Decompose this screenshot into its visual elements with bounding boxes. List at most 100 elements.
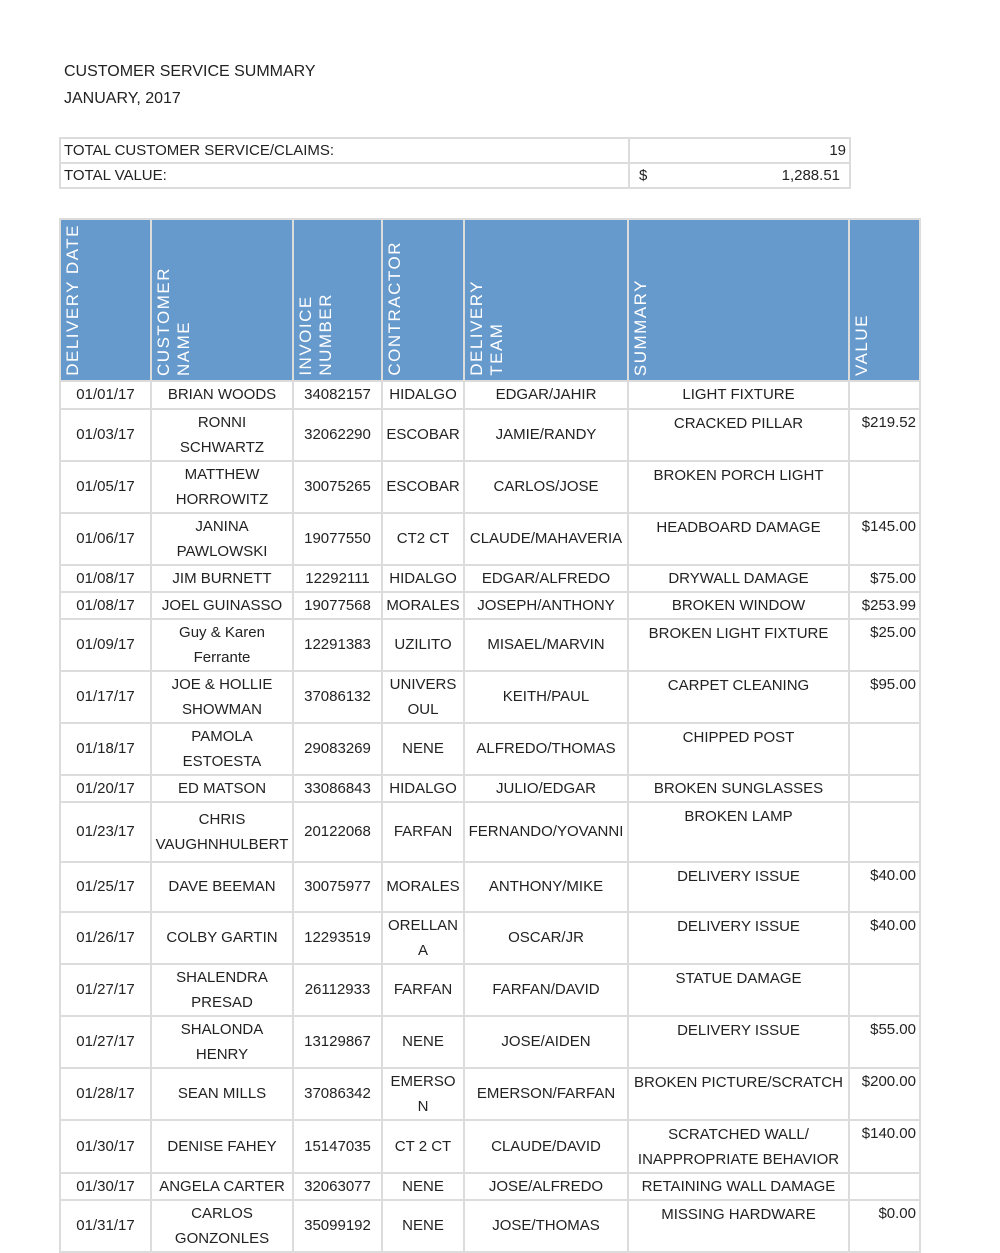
- claims-label: TOTAL CUSTOMER SERVICE/CLAIMS:: [59, 137, 630, 164]
- cell-value: $75.00: [848, 563, 921, 593]
- cell-summary: BROKEN SUNGLASSES: [627, 773, 850, 803]
- column-header-label: DELIVERY TEAM: [467, 280, 506, 376]
- cell-delivery-date: 01/27/17: [59, 1014, 152, 1069]
- cell-delivery-team: FARFAN/DAVID: [463, 962, 629, 1017]
- cell-delivery-team: ANTHONY/MIKE: [463, 860, 629, 913]
- cell-delivery-team: JOSE/AIDEN: [463, 1014, 629, 1069]
- column-header-delivery-date: DELIVERY DATE: [59, 218, 152, 382]
- cell-contractor: UNIVERSOUL: [381, 669, 465, 724]
- cell-customer-name: SEAN MILLS: [150, 1066, 294, 1121]
- table-row: 01/06/17 JANINA PAWLOWSKI 19077550 CT2 CT CL…: [59, 511, 921, 566]
- cell-summary: BROKEN LIGHT FIXTURE: [627, 617, 850, 672]
- cell-invoice-number: 26112933: [292, 962, 383, 1017]
- cell-contractor: ESCOBAR: [381, 407, 465, 462]
- cell-value: $200.00: [848, 1066, 921, 1121]
- cell-delivery-date: 01/05/17: [59, 459, 152, 514]
- cell-summary: BROKEN LAMP: [627, 800, 850, 863]
- cell-invoice-number: 15147035: [292, 1118, 383, 1174]
- cell-contractor: MORALES: [381, 860, 465, 913]
- cell-invoice-number: 37086132: [292, 669, 383, 724]
- cell-invoice-number: 19077568: [292, 590, 383, 620]
- cell-delivery-team: JOSE/ALFREDO: [463, 1171, 629, 1201]
- cell-invoice-number: 12293519: [292, 910, 383, 965]
- table-row: 01/01/17 BRIAN WOODS 34082157 HIDALGO EDGAR/…: [59, 379, 921, 410]
- cell-customer-name: JANINA PAWLOWSKI: [150, 511, 294, 566]
- table-row: 01/20/17 ED MATSON 33086843 HIDALGO JULIO/ED…: [59, 773, 921, 803]
- cell-contractor: HIDALGO: [381, 773, 465, 803]
- cell-invoice-number: 30075265: [292, 459, 383, 514]
- cell-customer-name: CHRIS VAUGHNHULBERT: [150, 800, 294, 863]
- cell-delivery-date: 01/27/17: [59, 962, 152, 1017]
- table-row: 01/30/17 ANGELA CARTER 32063077 NENE JOSE/AL…: [59, 1171, 921, 1201]
- table-row: 01/03/17 RONNI SCHWARTZ 32062290 ESCOBAR JAM…: [59, 407, 921, 462]
- page-subtitle: JANUARY, 2017: [64, 90, 181, 107]
- cell-delivery-team: CLAUDE/MAHAVERIA: [463, 511, 629, 566]
- cell-delivery-team: EMERSON/FARFAN: [463, 1066, 629, 1121]
- table-row: 01/18/17 PAMOLA ESTOESTA 29083269 NENE ALFRE…: [59, 721, 921, 776]
- claims-value: 19: [628, 137, 851, 164]
- table-row: 01/23/17 CHRIS VAUGHNHULBERT 20122068 FARFA…: [59, 800, 921, 863]
- cell-summary: CHIPPED POST: [627, 721, 850, 776]
- cell-contractor: EMERSON: [381, 1066, 465, 1121]
- cell-value: $95.00: [848, 669, 921, 724]
- cell-customer-name: ED MATSON: [150, 773, 294, 803]
- column-header-summary: SUMMARY: [627, 218, 850, 382]
- totals-table: TOTAL CUSTOMER SERVICE/CLAIMS: 19 TOTAL …: [59, 137, 851, 189]
- value-label: TOTAL VALUE:: [59, 162, 630, 189]
- cell-summary: BROKEN PICTURE/SCRATCH: [627, 1066, 850, 1121]
- cell-invoice-number: 12292111: [292, 563, 383, 593]
- table-row: 01/26/17 COLBY GARTIN 12293519 ORELLANA OSCA…: [59, 910, 921, 965]
- cell-delivery-date: 01/23/17: [59, 800, 152, 863]
- column-header-label: DELIVERY DATE: [63, 224, 82, 376]
- cell-summary: DELIVERY ISSUE: [627, 910, 850, 965]
- column-header-label: INVOICE NUMBER: [296, 293, 335, 376]
- total-value: 1,288.51: [781, 167, 840, 184]
- cell-summary: DELIVERY ISSUE: [627, 1014, 850, 1069]
- cell-customer-name: SHALENDRA PRESAD: [150, 962, 294, 1017]
- column-header-customer-name: CUSTOMER NAME: [150, 218, 294, 382]
- cell-delivery-team: EDGAR/ALFREDO: [463, 563, 629, 593]
- header-row: DELIVERY DATE CUSTOMER NAME INVOICE NUMBER…: [59, 218, 921, 382]
- cell-delivery-team: CLAUDE/DAVID: [463, 1118, 629, 1174]
- cell-delivery-team: JULIO/EDGAR: [463, 773, 629, 803]
- column-header-label: SUMMARY: [631, 278, 650, 376]
- column-header-label: CONTRACTOR: [385, 241, 404, 376]
- cell-customer-name: MATTHEW HORROWITZ: [150, 459, 294, 514]
- table-row: 01/30/17 DENISE FAHEY 15147035 CT 2 CT CLAUD…: [59, 1118, 921, 1174]
- cell-customer-name: BRIAN WOODS: [150, 379, 294, 410]
- cell-delivery-date: 01/08/17: [59, 563, 152, 593]
- table-row: 01/25/17 DAVE BEEMAN 30075977 MORALES ANTHON…: [59, 860, 921, 913]
- cell-contractor: HIDALGO: [381, 379, 465, 410]
- cell-customer-name: SHALONDA HENRY: [150, 1014, 294, 1069]
- cell-delivery-date: 01/28/17: [59, 1066, 152, 1121]
- table-row: 01/08/17 JOEL GUINASSO 19077568 MORALES JOSE…: [59, 590, 921, 620]
- cell-value: $140.00: [848, 1118, 921, 1174]
- cell-delivery-date: 01/17/17: [59, 669, 152, 724]
- cell-delivery-date: 01/25/17: [59, 860, 152, 913]
- cell-invoice-number: 13129867: [292, 1014, 383, 1069]
- cell-customer-name: JOEL GUINASSO: [150, 590, 294, 620]
- cell-delivery-team: EDGAR/JAHIR: [463, 379, 629, 410]
- cell-contractor: FARFAN: [381, 800, 465, 863]
- table-row: 01/17/17 JOE & HOLLIE SHOWMAN 37086132 UNIV…: [59, 669, 921, 724]
- cell-contractor: NENE: [381, 721, 465, 776]
- table-row: 01/05/17 MATTHEW HORROWITZ 30075265 ESCOBAR…: [59, 459, 921, 514]
- cell-summary: HEADBOARD DAMAGE: [627, 511, 850, 566]
- cell-contractor: NENE: [381, 1171, 465, 1201]
- cell-contractor: FARFAN: [381, 962, 465, 1017]
- column-header-invoice-number: INVOICE NUMBER: [292, 218, 383, 382]
- cell-invoice-number: 34082157: [292, 379, 383, 410]
- claims-table: DELIVERY DATE CUSTOMER NAME INVOICE NUMBER…: [59, 218, 921, 1253]
- cell-customer-name: Guy & Karen Ferrante: [150, 617, 294, 672]
- column-header-label: CUSTOMER NAME: [154, 266, 193, 376]
- cell-contractor: CT 2 CT: [381, 1118, 465, 1174]
- cell-invoice-number: 32063077: [292, 1171, 383, 1201]
- cell-delivery-team: JOSEPH/ANTHONY: [463, 590, 629, 620]
- cell-delivery-team: FERNANDO/YOVANNI: [463, 800, 629, 863]
- cell-summary: LIGHT FIXTURE: [627, 379, 850, 410]
- cell-summary: SCRATCHED WALL/ INAPPROPRIATE BEHAVIOR: [627, 1118, 850, 1174]
- cell-summary: BROKEN WINDOW: [627, 590, 850, 620]
- cell-delivery-team: ALFREDO/THOMAS: [463, 721, 629, 776]
- cell-delivery-team: MISAEL/MARVIN: [463, 617, 629, 672]
- page-title: CUSTOMER SERVICE SUMMARY: [64, 63, 316, 80]
